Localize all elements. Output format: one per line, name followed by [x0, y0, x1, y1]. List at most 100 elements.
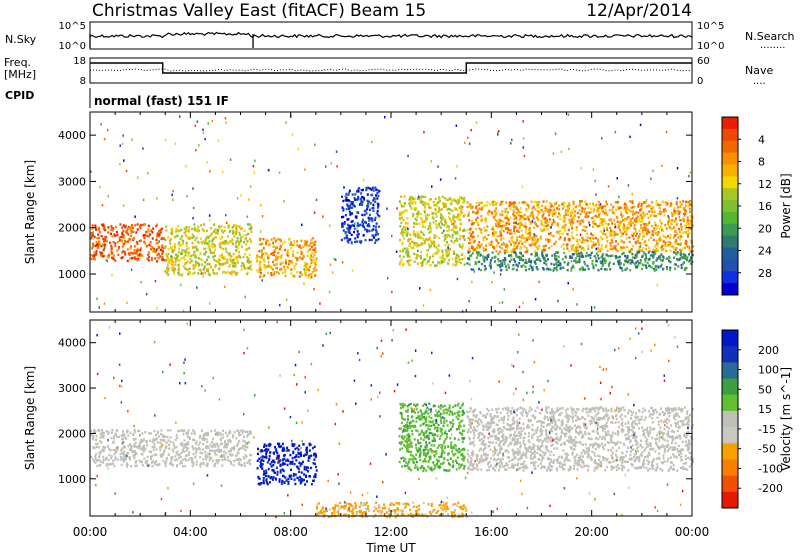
scatter-cell	[517, 255, 519, 259]
scatter-cell	[533, 226, 536, 229]
scatter-cell	[163, 439, 166, 442]
scatter-cell	[215, 231, 218, 234]
scatter-cell	[127, 252, 130, 255]
scatter-cell	[598, 204, 601, 207]
scatter-noise-cell	[456, 165, 458, 168]
scatter-cell	[618, 207, 621, 210]
scatter-cell	[221, 236, 224, 239]
scatter-noise-cell	[203, 223, 205, 226]
scatter-cell	[482, 249, 485, 252]
scatter-cell	[455, 215, 458, 219]
scatter-cell	[657, 231, 660, 234]
scatter-cell	[652, 260, 655, 264]
scatter-cell	[226, 261, 229, 264]
scatter-cell	[665, 266, 668, 269]
scatter-cell	[408, 255, 411, 258]
scatter-cell	[690, 227, 692, 230]
scatter-cell	[540, 219, 543, 222]
scatter-cell	[515, 207, 518, 210]
scatter-cell	[311, 447, 314, 450]
scatter-cell	[499, 230, 502, 233]
scatter-cell	[459, 406, 462, 409]
nsky-left-tick-top: 10^5	[59, 21, 86, 32]
scatter-noise-cell	[588, 223, 591, 227]
scatter-cell	[249, 462, 252, 466]
scatter-cell	[639, 208, 642, 212]
freq-panel: Freq. [MHz] 18 8 60 0 Nave ....	[4, 56, 773, 87]
scatter-cell	[523, 225, 526, 228]
scatter-cell	[671, 228, 674, 231]
scatter-cell	[682, 256, 685, 260]
scatter-cell	[470, 232, 473, 236]
scatter-cell	[501, 264, 504, 267]
scatter-cell	[437, 405, 440, 408]
scatter-cell	[116, 448, 119, 452]
scatter-cell	[121, 458, 124, 461]
scatter-cell	[581, 228, 584, 232]
scatter-cell	[146, 459, 148, 463]
scatter-cell	[446, 208, 449, 211]
scatter-cell	[504, 216, 507, 220]
scatter-cell	[349, 227, 352, 230]
scatter-cell	[492, 226, 495, 229]
scatter-cell	[683, 261, 685, 264]
scatter-cell	[209, 263, 212, 266]
scatter-cell	[587, 215, 590, 218]
scatter-cell	[259, 264, 262, 268]
scatter-cell	[636, 260, 639, 263]
scatter-cell	[412, 246, 415, 249]
scatter-cell	[634, 227, 637, 231]
scatter-cell	[514, 226, 517, 229]
scatter-cell	[610, 230, 613, 234]
scatter-noise-cell	[248, 198, 250, 201]
scatter-cell	[466, 201, 469, 204]
scatter-cell	[688, 227, 691, 231]
scatter-cell	[290, 241, 293, 244]
scatter-cell	[501, 224, 504, 227]
scatter-cell	[159, 446, 162, 449]
scatter-noise-cell	[378, 216, 380, 220]
scatter-cell	[538, 245, 541, 248]
scatter-cell	[569, 255, 572, 258]
scatter-cell	[469, 254, 471, 258]
scatter-cell	[650, 207, 653, 211]
scatter-cell	[415, 416, 418, 420]
scatter-cell	[305, 449, 308, 452]
scatter-noise-cell	[419, 287, 421, 290]
scatter-cell	[299, 482, 302, 485]
scatter-cell	[620, 211, 623, 214]
scatter-cell	[127, 434, 130, 437]
scatter-cell	[491, 243, 494, 246]
scatter-cell	[134, 460, 137, 464]
scatter-cell	[461, 258, 464, 261]
scatter-cell	[438, 464, 441, 468]
scatter-cell	[643, 227, 646, 230]
scatter-cell	[586, 215, 589, 219]
scatter-cell	[250, 264, 253, 267]
scatter-cell	[452, 218, 455, 222]
scatter-cell	[181, 256, 184, 260]
scatter-noise-cell	[224, 285, 226, 288]
scatter-cell	[675, 202, 678, 206]
scatter-cell	[523, 245, 526, 248]
scatter-noise-cell	[136, 176, 139, 179]
scatter-cell	[188, 437, 191, 441]
scatter-cell	[368, 238, 371, 242]
scatter-cell	[652, 252, 655, 256]
scatter-cell	[267, 448, 270, 451]
scatter-cell	[516, 222, 519, 226]
scatter-cell	[402, 205, 405, 208]
scatter-cell	[516, 264, 519, 267]
scatter-cell	[466, 228, 469, 232]
scatter-cell	[261, 275, 264, 278]
scatter-cell	[541, 254, 544, 257]
scatter-cell	[484, 256, 487, 259]
scatter-cell	[672, 226, 675, 229]
scatter-cell	[547, 268, 550, 271]
scatter-cell	[94, 457, 97, 461]
scatter-cell	[596, 254, 599, 257]
scatter-cell	[480, 219, 483, 223]
scatter-cell	[169, 436, 172, 439]
scatter-cell	[142, 234, 145, 237]
scatter-cell	[597, 247, 600, 250]
